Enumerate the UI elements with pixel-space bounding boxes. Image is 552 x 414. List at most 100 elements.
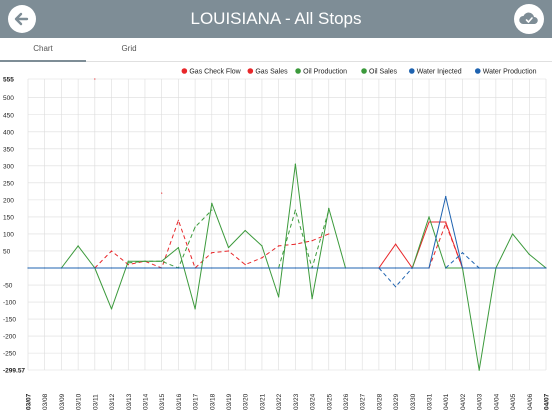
x-tick-label: 03/08	[42, 393, 49, 410]
data-point	[445, 267, 447, 269]
data-point	[311, 298, 313, 300]
legend-item: Gas Sales	[247, 68, 288, 76]
x-tick-label: 03/19	[226, 393, 233, 410]
view-tabs: Chart Grid	[0, 38, 552, 62]
series-oil-production	[60, 163, 547, 371]
data-point	[395, 286, 397, 288]
arrow-left-icon	[14, 12, 29, 26]
y-tick-label: -200	[3, 334, 16, 341]
production-chart: 555 500 450 400 350 300 250 200 150 100 50 -50 -100 -…	[3, 68, 551, 411]
data-point	[177, 219, 179, 221]
data-point	[428, 221, 430, 223]
data-point	[528, 253, 530, 255]
data-point	[161, 192, 163, 194]
legend-item: Oil Sales	[361, 68, 398, 76]
x-tick-label: 03/28	[376, 393, 383, 410]
data-point	[428, 267, 430, 269]
y-tick-label: 100	[3, 231, 14, 238]
data-point	[227, 246, 230, 249]
series-line	[128, 209, 330, 269]
data-point	[278, 267, 280, 269]
x-tick-label: 03/20	[243, 393, 250, 410]
x-tick-label: 04/03	[477, 393, 484, 410]
data-point	[144, 260, 146, 262]
data-point	[244, 267, 246, 269]
y-tick-label: 300	[3, 163, 14, 170]
data-point	[261, 267, 263, 269]
data-point	[227, 267, 230, 269]
data-point	[294, 243, 296, 245]
data-point	[495, 267, 497, 269]
legend-swatch	[295, 68, 301, 74]
active-tab-indicator	[0, 60, 86, 62]
x-tick-label: 04/07	[544, 393, 551, 410]
data-point	[478, 267, 480, 269]
chart-legend: Gas Check Flow Gas Sales Oil Production Oil…	[181, 68, 537, 76]
legend-label: Water Production	[483, 69, 537, 76]
data-point	[311, 240, 313, 242]
legend-label: Gas Check Flow	[189, 69, 241, 76]
series-line	[28, 196, 546, 269]
data-point	[177, 246, 179, 249]
data-point	[445, 223, 447, 225]
data-point	[127, 267, 129, 269]
x-tick-label: 04/02	[460, 393, 467, 410]
chart-axes: 555 500 450 400 350 300 250 200 150 100 50 -50 -100 -…	[3, 77, 551, 411]
tab-grid[interactable]: Grid	[121, 44, 137, 53]
data-point	[294, 209, 296, 211]
data-point	[344, 267, 347, 269]
y-tick-label: 400	[3, 129, 14, 136]
y-tick-label: 350	[3, 146, 14, 153]
data-point	[94, 78, 96, 80]
tab-chart[interactable]: Chart	[33, 44, 53, 53]
x-tick-label: 03/11	[92, 394, 99, 410]
data-point	[328, 209, 330, 211]
data-point	[278, 296, 280, 298]
x-tick-label: 03/25	[326, 393, 333, 410]
data-point	[27, 267, 29, 269]
data-point	[194, 226, 196, 228]
data-point	[161, 260, 163, 262]
series-gas-sales	[94, 219, 464, 269]
legend-item: Water Production	[474, 68, 537, 76]
data-point	[177, 267, 179, 269]
x-tick-label: 03/31	[427, 393, 434, 410]
data-point	[328, 207, 330, 209]
y-tick-label: 200	[3, 197, 14, 204]
x-tick-label: 03/23	[293, 393, 300, 410]
legend-item: Water Injected	[409, 68, 462, 76]
y-tick-label: -150	[3, 317, 16, 324]
data-point	[127, 260, 129, 262]
data-point	[144, 267, 146, 269]
data-point	[428, 216, 430, 218]
x-tick-label: 03/26	[343, 393, 350, 410]
x-tick-label: 04/06	[527, 393, 534, 410]
data-point	[244, 263, 246, 266]
data-point	[294, 267, 296, 269]
data-point	[511, 267, 514, 269]
sync-button[interactable]	[514, 4, 544, 34]
series-oil-sales	[127, 209, 330, 269]
legend-swatch	[474, 68, 481, 74]
data-point	[545, 267, 547, 269]
x-tick-label: 03/17	[193, 393, 200, 410]
x-tick-label: 04/01	[443, 393, 450, 410]
chart-series	[27, 78, 547, 371]
cloud-check-icon	[519, 12, 538, 24]
legend-swatch	[361, 68, 367, 74]
x-tick-label: 03/09	[59, 393, 66, 410]
series-line	[378, 221, 463, 269]
x-tick-label: 03/27	[360, 393, 367, 410]
back-button[interactable]	[8, 5, 36, 33]
tabs-divider	[0, 61, 552, 62]
data-point	[478, 369, 480, 371]
legend-item: Oil Production	[295, 68, 347, 76]
x-tick-label: 03/24	[310, 393, 317, 410]
data-point	[60, 267, 63, 269]
data-point	[361, 267, 363, 269]
y-tick-label: 250	[3, 180, 14, 187]
x-tick-label: 03/21	[259, 393, 266, 410]
data-point	[44, 267, 46, 269]
data-point	[328, 267, 330, 269]
y-tick-label: -100	[3, 300, 16, 307]
